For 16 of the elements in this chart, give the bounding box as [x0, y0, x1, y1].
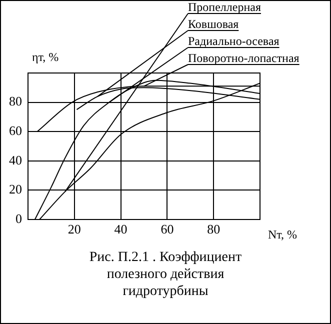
y-tick-label: 0 [16, 210, 22, 226]
x-axis-title: Nт, % [268, 228, 298, 242]
x-tick-label: 40 [114, 222, 128, 237]
x-tick-label: 60 [160, 222, 174, 237]
text: Рис. П.2.1 . Коэффициент полезного действия гидротурбины [88, 249, 243, 300]
y-tick-label: 80 [9, 94, 22, 109]
y-tick-label: 60 [9, 122, 22, 138]
series-label: Поворотно-лопастная [188, 51, 300, 65]
text: Ковшовая [188, 17, 240, 31]
y-axis-title: ηт, % [32, 50, 59, 64]
text: Пропеллерная [188, 0, 262, 14]
x-tick-label: 20 [68, 222, 81, 237]
y-tick-label: 40 [9, 152, 22, 168]
legend-label: Радиально-осевая [188, 34, 280, 48]
x-tick-label: 80 [207, 222, 220, 237]
y-tick-label: 20 [9, 182, 22, 197]
